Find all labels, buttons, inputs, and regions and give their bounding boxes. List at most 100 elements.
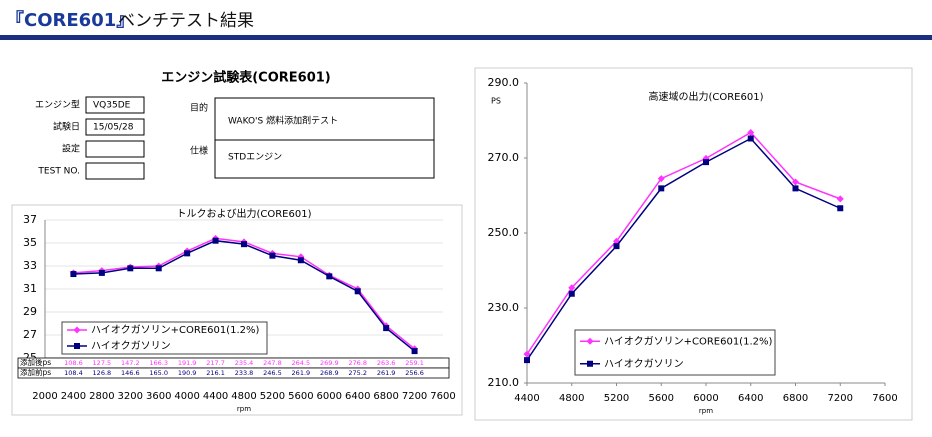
table-row-label: 添加前ps: [20, 367, 51, 377]
marker: [523, 350, 531, 358]
x-tick-label: 5200: [604, 393, 629, 404]
field-label: 設定: [62, 143, 80, 155]
table-cell: 268.9: [320, 369, 339, 377]
y-tick-label: 31: [23, 282, 37, 295]
field-label: 目的: [190, 102, 208, 114]
table-cell: 247.8: [263, 359, 282, 367]
marker: [411, 348, 418, 355]
y-tick-label: 290.0: [488, 76, 520, 89]
x-tick-label: 6800: [373, 391, 398, 402]
marker: [657, 175, 665, 183]
field-label: 仕様: [190, 145, 208, 157]
marker: [383, 325, 390, 332]
table-cell: 190.9: [178, 369, 197, 377]
table-cell: 269.9: [320, 359, 339, 367]
table-cell: 165.0: [149, 369, 168, 377]
sheet-box: [214, 97, 435, 179]
marker: [568, 290, 575, 297]
x-tick-label: 7200: [828, 393, 853, 404]
x-tick-label: 3200: [118, 391, 143, 402]
field-value: WAKO'S 燃料添加剤テスト: [228, 115, 338, 127]
x-axis-label: rpm: [699, 407, 713, 415]
series-line: [526, 137, 841, 361]
y-tick-label: 230.0: [488, 301, 520, 314]
x-tick-label: 4800: [231, 391, 256, 402]
table-cell: 235.4: [235, 359, 254, 367]
x-tick-label: 4400: [203, 391, 228, 402]
table-cell: 147.2: [121, 359, 140, 367]
field-label: TEST NO.: [37, 167, 80, 177]
x-tick-label: 5200: [260, 391, 285, 402]
chart-title: トルクおよび出力(CORE601): [176, 207, 311, 220]
marker: [792, 178, 799, 186]
x-tick-label: 3600: [146, 391, 171, 402]
table-row-label: 添加後ps: [20, 357, 51, 367]
x-tick-label: 5600: [288, 391, 313, 402]
marker: [269, 252, 276, 259]
marker: [747, 135, 754, 142]
marker: [127, 265, 134, 272]
field-value: 15/05/28: [93, 123, 134, 133]
marker: [73, 326, 81, 334]
x-tick-label: 4800: [559, 393, 584, 404]
marker: [354, 288, 361, 295]
sheet-title: エンジン試験表(CORE601): [161, 70, 331, 86]
x-tick-label: 7600: [872, 393, 897, 404]
x-tick-label: 6000: [693, 393, 718, 404]
marker: [587, 360, 593, 367]
legend-box: [61, 321, 268, 355]
y-tick-label: 37: [23, 213, 37, 226]
x-axis-label: rpm: [237, 405, 251, 413]
field-value: STDエンジン: [228, 153, 282, 163]
table-cell: 217.7: [206, 359, 225, 367]
marker: [568, 284, 576, 292]
y-axis-label: PS: [491, 97, 501, 106]
x-tick-label: 4400: [514, 393, 539, 404]
marker: [241, 241, 247, 248]
x-tick-label: 2400: [61, 391, 86, 402]
y-tick-label: 210.0: [488, 376, 520, 389]
y-tick-label: 29: [23, 305, 37, 318]
marker: [212, 237, 219, 244]
table-cell: 146.6: [121, 369, 140, 377]
x-tick-label: 6400: [345, 391, 370, 402]
y-tick-label: 250.0: [488, 226, 520, 239]
x-tick-label: 7200: [402, 391, 427, 402]
marker: [98, 269, 105, 276]
legend-label: ハイオクガソリン: [91, 340, 171, 352]
header-title: ベンチテスト結果: [118, 11, 254, 31]
marker: [326, 273, 333, 280]
header-bar: [0, 35, 932, 40]
legend-label: ハイオクガソリン+CORE601(1.2%): [91, 324, 259, 336]
legend-label: ハイオクガソリン+CORE601(1.2%): [604, 335, 772, 347]
y-tick-label: 27: [23, 328, 37, 341]
table-cell: 261.9: [377, 369, 396, 377]
field-box: [85, 96, 145, 114]
field-label: 試験日: [53, 121, 80, 133]
table-cell: 246.5: [263, 369, 282, 377]
field-value: VQ35DE: [93, 101, 131, 111]
table-cell: 127.5: [93, 359, 112, 367]
marker: [703, 159, 709, 166]
x-tick-label: 7600: [430, 391, 455, 402]
table-cell: 276.8: [348, 359, 367, 367]
series-line: [526, 131, 841, 355]
y-tick-label: 270.0: [488, 151, 520, 164]
x-tick-label: 4000: [174, 391, 199, 402]
marker: [524, 357, 530, 364]
field-box: [85, 118, 145, 136]
table-cell: 166.3: [149, 359, 168, 367]
marker: [586, 337, 594, 345]
legend-box: [574, 329, 776, 376]
x-tick-label: 2800: [89, 391, 114, 402]
header-brand: 『CORE601』: [6, 9, 134, 31]
marker: [297, 257, 304, 264]
marker: [70, 271, 77, 278]
table-cell: 233.8: [235, 369, 254, 377]
marker: [792, 185, 799, 192]
field-box: [85, 162, 145, 180]
table-cell: 216.1: [206, 369, 225, 377]
table-cell: 108.6: [64, 359, 83, 367]
marker: [747, 129, 755, 136]
